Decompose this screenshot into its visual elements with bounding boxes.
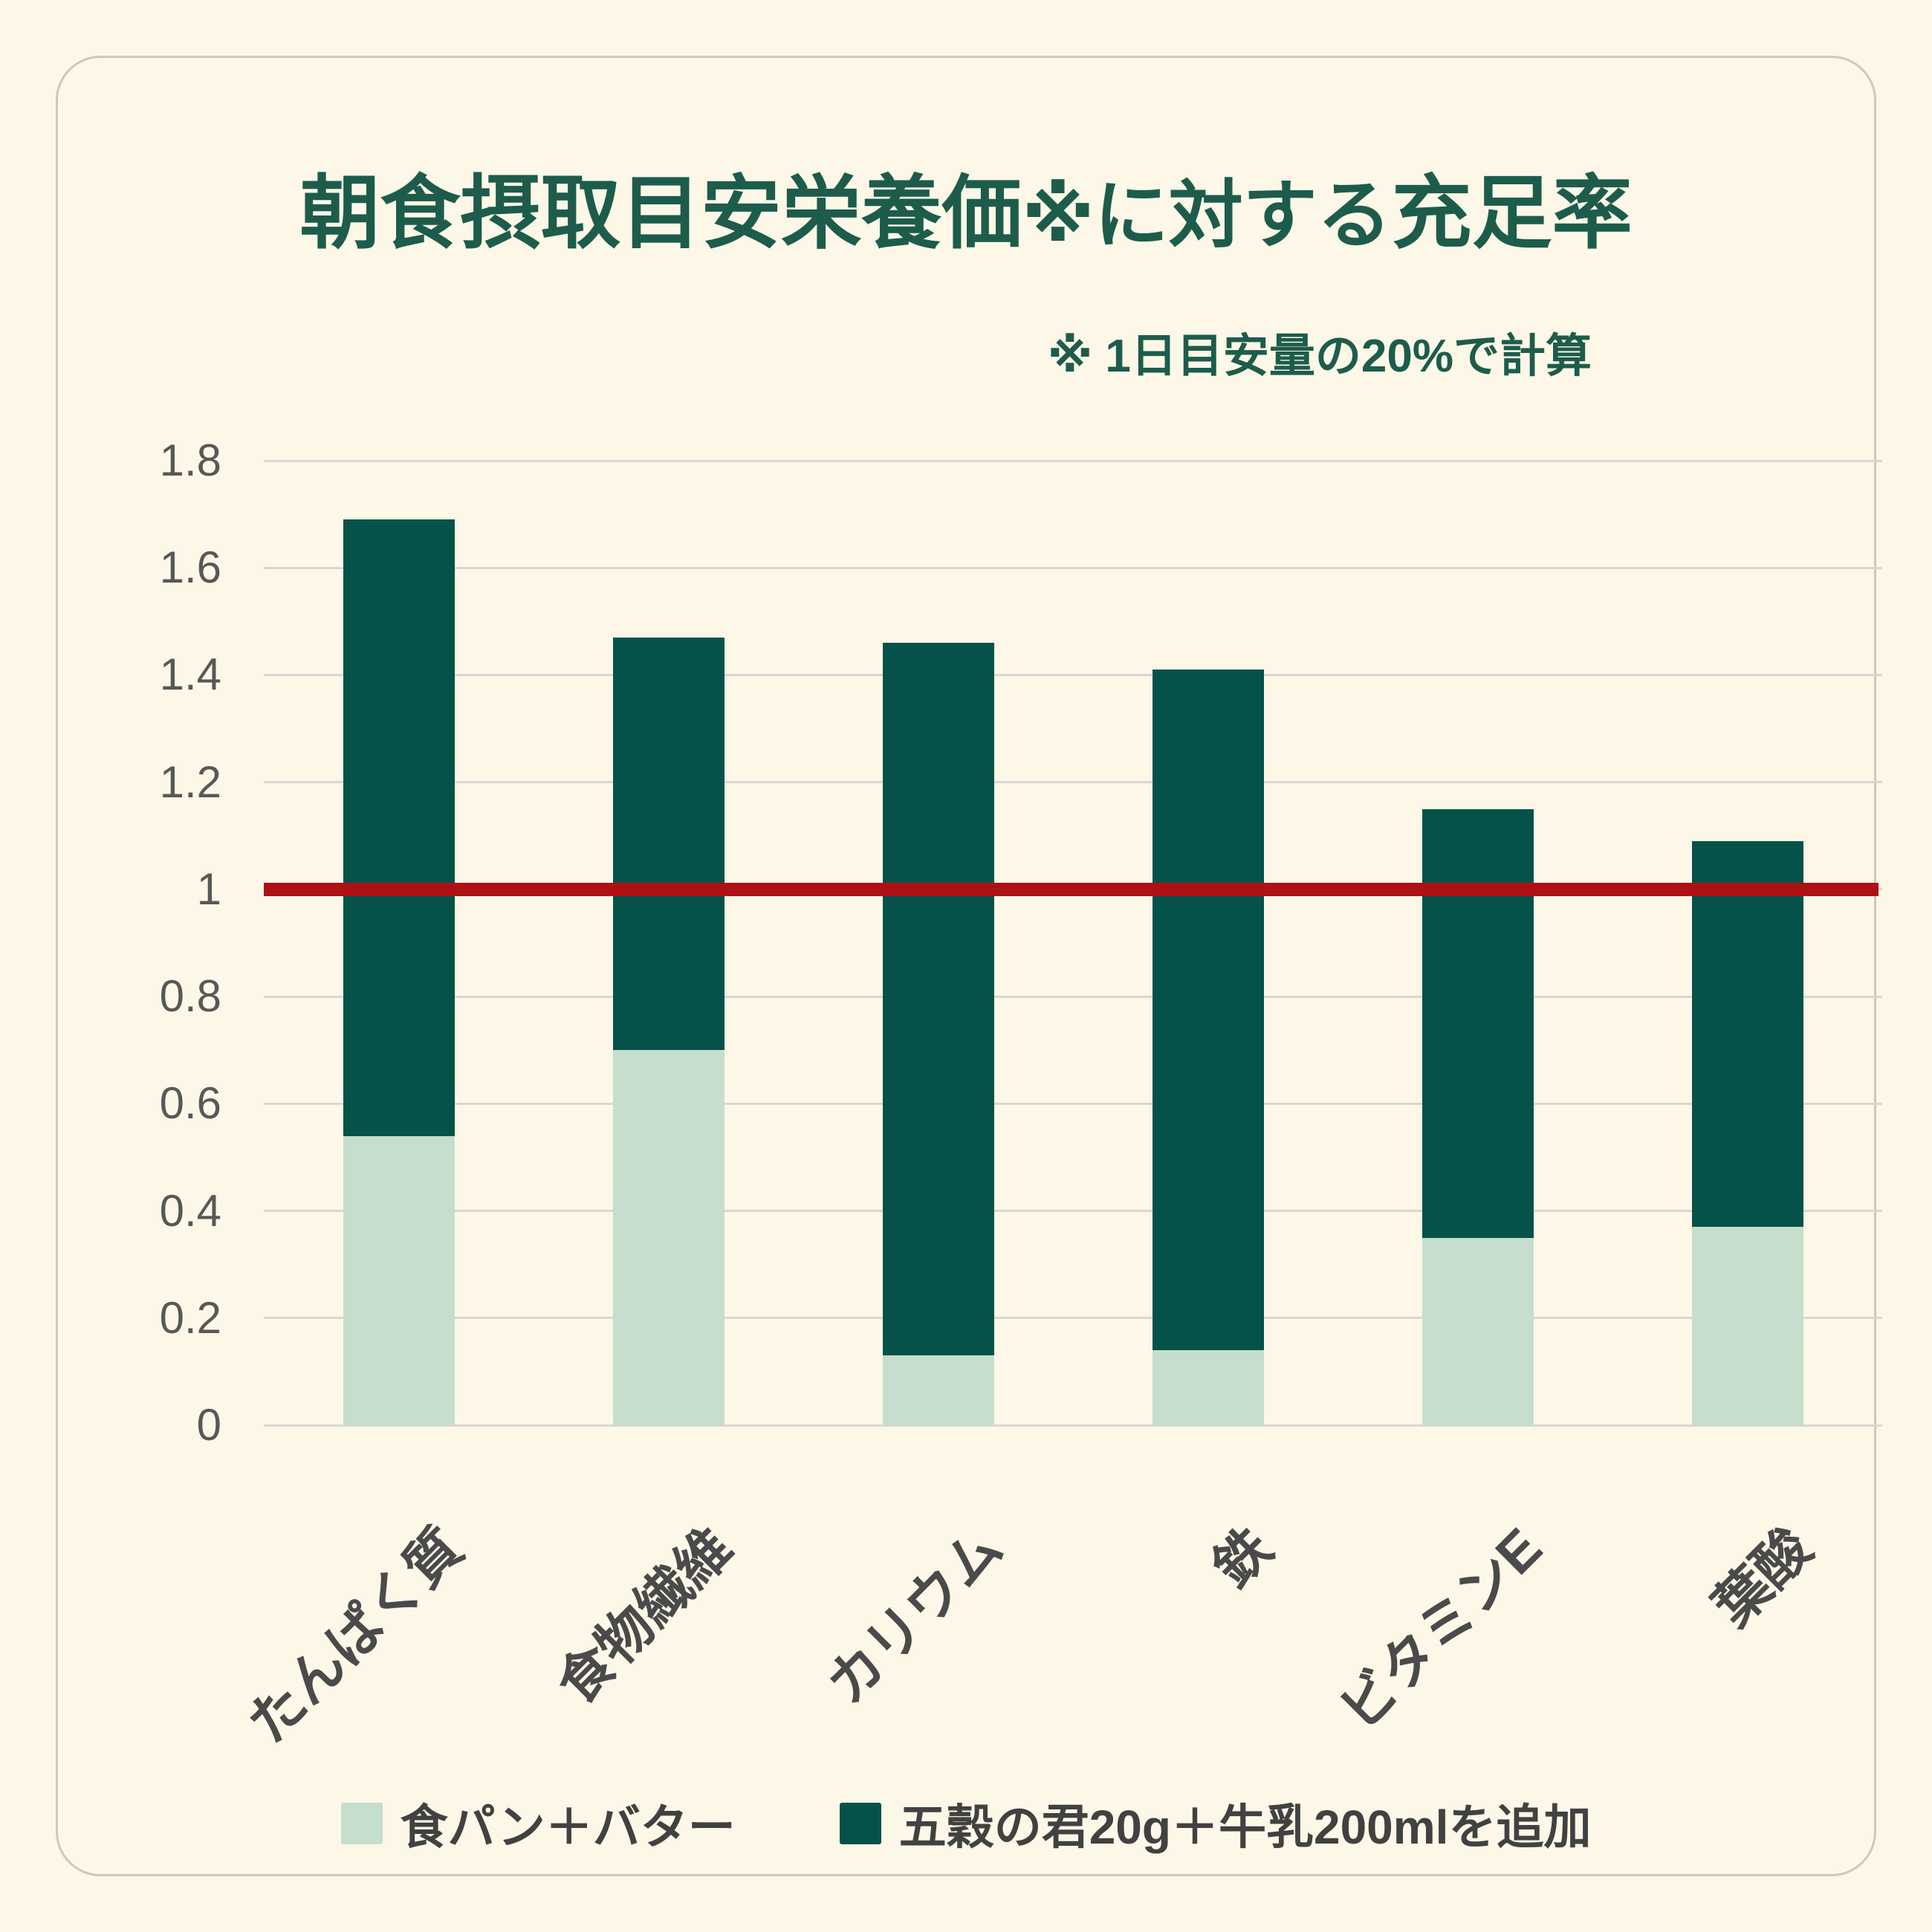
gridline-0.2	[264, 1317, 1882, 1320]
y-tick-label: 0.2	[159, 1292, 221, 1343]
gridline-0.4	[264, 1210, 1882, 1213]
bar-segment-base	[1691, 1227, 1803, 1425]
legend: 食パン＋バター 五穀の君20g＋牛乳200mlを追加	[58, 1789, 1874, 1858]
legend-item-added: 五穀の君20g＋牛乳200mlを追加	[839, 1789, 1592, 1858]
gridline-1.4	[264, 673, 1882, 676]
title-segment-bold-1: 朝食摂取目安栄養価	[299, 168, 1022, 258]
y-tick-label: 0.6	[159, 1078, 221, 1129]
x-tick-label: たんぱく質	[236, 1516, 474, 1755]
title-segment-regular: ※に対する	[1022, 174, 1392, 257]
plot-area	[264, 459, 1882, 1427]
y-tick-label: 1.4	[159, 649, 221, 700]
bar-segment-added	[882, 643, 994, 1356]
legend-swatch	[839, 1803, 881, 1844]
bar-segment-base	[1422, 1237, 1534, 1425]
x-tick-label: 葉酸	[1701, 1516, 1823, 1638]
stacked-bar-4	[1152, 670, 1264, 1425]
reference-line-100pct	[264, 882, 1878, 896]
y-tick-label: 1.8	[159, 435, 221, 485]
bar-segment-added	[343, 519, 455, 1136]
bar-segment-added	[1691, 841, 1803, 1228]
bar-segment-added	[612, 637, 724, 1051]
bar-segment-base	[343, 1135, 455, 1425]
gridline-1.2	[264, 781, 1882, 784]
x-tick-label: 鉄	[1200, 1516, 1283, 1599]
legend-label: 食パン＋バター	[400, 1800, 736, 1854]
legend-item-base: 食パン＋バター	[340, 1789, 736, 1858]
stacked-bar-1	[343, 519, 455, 1425]
bar-segment-added	[1422, 808, 1534, 1238]
y-tick-label: 0.4	[159, 1185, 221, 1236]
x-tick-label: ビタミンE	[1328, 1516, 1553, 1742]
stacked-bar-6	[1691, 841, 1803, 1425]
bar-segment-base	[1152, 1350, 1264, 1425]
gridline-0.6	[264, 1102, 1882, 1105]
bar-segment-base	[882, 1355, 994, 1425]
y-tick-label: 1	[196, 863, 221, 914]
gridline-0.8	[264, 995, 1882, 998]
y-tick-label: 1.6	[159, 542, 221, 593]
x-tick-label: 食物繊維	[544, 1516, 744, 1716]
title-segment-bold-2: 充足率	[1391, 168, 1633, 258]
y-tick-label: 0	[196, 1400, 221, 1450]
stacked-bar-5	[1422, 808, 1534, 1425]
bar-segment-added	[1152, 670, 1264, 1351]
chart-footnote: ※ 1日目安量の20%で計算	[1047, 331, 1592, 382]
legend-swatch	[340, 1803, 383, 1844]
gridline-1.6	[264, 566, 1882, 569]
gridline-0	[264, 1424, 1882, 1427]
legend-label: 五穀の君20g＋牛乳200mlを追加	[898, 1800, 1592, 1854]
x-tick-label: カリウム	[814, 1516, 1014, 1716]
gridline-1.8	[264, 459, 1882, 462]
chart-title: 朝食摂取目安栄養価※に対する充足率	[58, 169, 1874, 258]
stacked-bar-2	[612, 637, 724, 1425]
chart-card: 朝食摂取目安栄養価※に対する充足率 ※ 1日目安量の20%で計算 たんぱく質 食物…	[56, 56, 1882, 1876]
bar-segment-base	[612, 1050, 724, 1425]
y-tick-label: 0.8	[159, 971, 221, 1022]
stacked-bar-3	[882, 643, 994, 1425]
y-tick-label: 1.2	[159, 756, 221, 807]
